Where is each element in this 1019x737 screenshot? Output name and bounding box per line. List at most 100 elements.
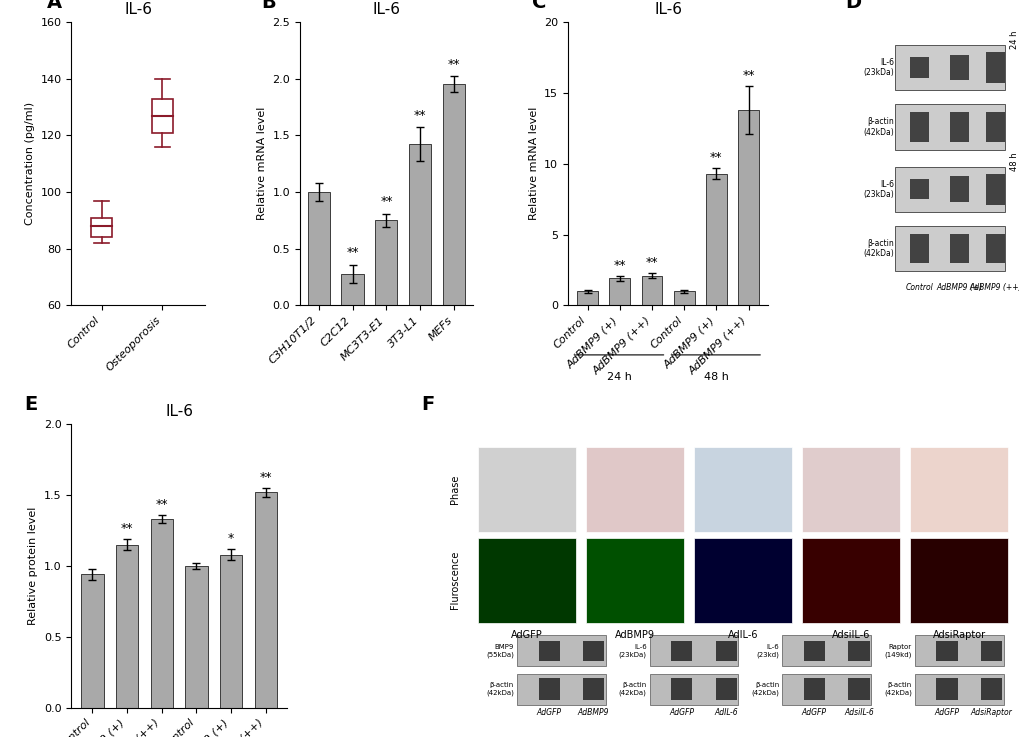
Text: **: ** xyxy=(612,259,626,272)
FancyBboxPatch shape xyxy=(801,537,899,623)
FancyBboxPatch shape xyxy=(583,678,603,700)
Text: **: ** xyxy=(645,256,657,268)
Text: AdsiIL-6: AdsiIL-6 xyxy=(832,629,869,640)
FancyBboxPatch shape xyxy=(895,104,1005,150)
FancyBboxPatch shape xyxy=(909,57,928,77)
FancyBboxPatch shape xyxy=(583,640,603,661)
FancyBboxPatch shape xyxy=(671,640,692,661)
Text: F: F xyxy=(421,395,434,414)
FancyBboxPatch shape xyxy=(801,447,899,532)
Text: **: ** xyxy=(345,246,359,259)
Text: β-actin
(42kDa): β-actin (42kDa) xyxy=(862,117,893,136)
Text: AdGFP: AdGFP xyxy=(668,708,694,716)
FancyBboxPatch shape xyxy=(649,674,738,705)
FancyBboxPatch shape xyxy=(649,635,738,666)
FancyBboxPatch shape xyxy=(935,640,957,661)
Text: **: ** xyxy=(259,471,272,483)
Text: β-actin
(42kDa): β-actin (42kDa) xyxy=(619,682,646,696)
FancyBboxPatch shape xyxy=(909,447,1007,532)
FancyBboxPatch shape xyxy=(909,537,1007,623)
Text: β-actin
(42kDa): β-actin (42kDa) xyxy=(751,682,779,696)
FancyBboxPatch shape xyxy=(803,640,824,661)
Bar xyxy=(577,291,597,305)
Bar xyxy=(151,519,173,708)
FancyBboxPatch shape xyxy=(949,234,968,263)
Bar xyxy=(608,279,630,305)
FancyBboxPatch shape xyxy=(895,167,1005,212)
FancyBboxPatch shape xyxy=(914,674,1003,705)
Text: **: ** xyxy=(709,151,721,164)
Text: β-actin
(42kDa): β-actin (42kDa) xyxy=(883,682,911,696)
FancyBboxPatch shape xyxy=(782,674,870,705)
FancyBboxPatch shape xyxy=(585,447,683,532)
Bar xyxy=(255,492,277,708)
Title: IL-6: IL-6 xyxy=(372,1,400,17)
FancyBboxPatch shape xyxy=(538,678,559,700)
Text: AdsiIL-6: AdsiIL-6 xyxy=(843,708,873,716)
FancyBboxPatch shape xyxy=(914,635,1003,666)
Text: **: ** xyxy=(742,69,754,82)
FancyBboxPatch shape xyxy=(782,635,870,666)
Bar xyxy=(443,85,465,305)
Text: BMP9
(55kDa): BMP9 (55kDa) xyxy=(486,644,514,657)
Text: AdIL-6: AdIL-6 xyxy=(727,629,757,640)
Text: β-actin
(42kDa): β-actin (42kDa) xyxy=(862,239,893,259)
FancyBboxPatch shape xyxy=(909,234,928,263)
Text: AdGFP: AdGFP xyxy=(536,708,561,716)
FancyBboxPatch shape xyxy=(949,112,968,142)
FancyBboxPatch shape xyxy=(909,179,928,200)
Bar xyxy=(409,144,431,305)
Text: AdIL-6: AdIL-6 xyxy=(713,708,738,716)
Text: E: E xyxy=(24,395,38,414)
Text: 48 h: 48 h xyxy=(703,372,729,382)
FancyBboxPatch shape xyxy=(985,52,1005,83)
Bar xyxy=(375,220,397,305)
Bar xyxy=(641,276,661,305)
FancyBboxPatch shape xyxy=(693,447,791,532)
FancyBboxPatch shape xyxy=(517,674,605,705)
Text: AdBMP9: AdBMP9 xyxy=(578,708,608,716)
Title: IL-6: IL-6 xyxy=(653,1,682,17)
Text: AdGFP: AdGFP xyxy=(801,708,826,716)
Bar xyxy=(341,273,363,305)
Text: 48 h: 48 h xyxy=(1009,153,1018,171)
FancyBboxPatch shape xyxy=(909,112,928,142)
Text: AdGFP: AdGFP xyxy=(511,629,542,640)
FancyBboxPatch shape xyxy=(517,635,605,666)
Text: *: * xyxy=(228,531,234,545)
FancyBboxPatch shape xyxy=(477,537,575,623)
FancyBboxPatch shape xyxy=(848,640,868,661)
FancyBboxPatch shape xyxy=(715,678,736,700)
Text: **: ** xyxy=(447,57,460,71)
Y-axis label: Relative protein level: Relative protein level xyxy=(29,507,39,625)
Text: IL-6
(23kDa): IL-6 (23kDa) xyxy=(619,644,646,657)
Text: C: C xyxy=(532,0,546,12)
Bar xyxy=(185,566,208,708)
FancyBboxPatch shape xyxy=(980,678,1001,700)
Text: AdsiRaptor: AdsiRaptor xyxy=(970,708,1011,716)
Text: AdBMP9: AdBMP9 xyxy=(614,629,654,640)
Text: 24 h: 24 h xyxy=(606,372,632,382)
Text: Fluroscence: Fluroscence xyxy=(449,551,460,609)
FancyBboxPatch shape xyxy=(152,99,173,133)
FancyBboxPatch shape xyxy=(985,174,1005,205)
Text: IL-6
(23kDa): IL-6 (23kDa) xyxy=(862,180,893,199)
Y-axis label: Concentration (pg/ml): Concentration (pg/ml) xyxy=(25,102,35,226)
Y-axis label: Relative mRNA level: Relative mRNA level xyxy=(257,107,266,220)
FancyBboxPatch shape xyxy=(949,176,968,202)
FancyBboxPatch shape xyxy=(985,112,1005,142)
Y-axis label: Relative mRNA level: Relative mRNA level xyxy=(528,107,538,220)
Bar xyxy=(674,291,694,305)
FancyBboxPatch shape xyxy=(91,217,112,237)
Text: AdGFP: AdGFP xyxy=(933,708,959,716)
Text: **: ** xyxy=(120,522,133,535)
Bar xyxy=(705,174,727,305)
Text: IL-6
(23kd): IL-6 (23kd) xyxy=(756,644,779,657)
Text: β-actin
(42kDa): β-actin (42kDa) xyxy=(486,682,514,696)
FancyBboxPatch shape xyxy=(848,678,868,700)
FancyBboxPatch shape xyxy=(803,678,824,700)
Text: B: B xyxy=(261,0,276,12)
Text: IL-6
(23kDa): IL-6 (23kDa) xyxy=(862,57,893,77)
Bar xyxy=(116,545,139,708)
Text: AdsiRaptor: AdsiRaptor xyxy=(931,629,984,640)
